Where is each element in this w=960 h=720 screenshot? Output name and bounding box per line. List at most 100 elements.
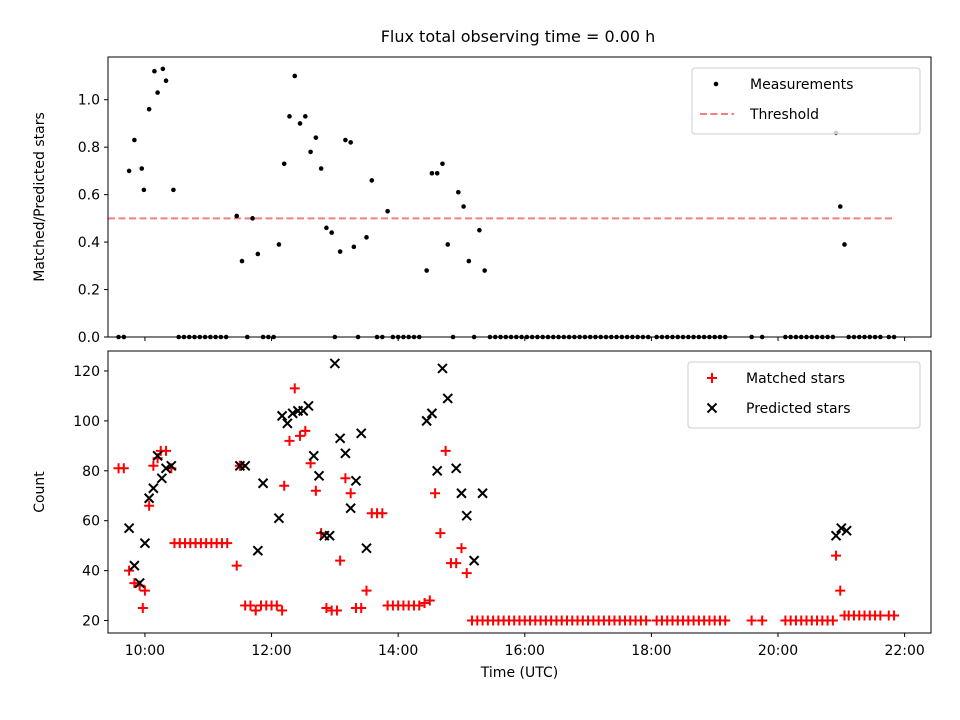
data-point	[329, 230, 334, 235]
data-point	[160, 463, 172, 474]
data-point	[139, 166, 145, 171]
data-point	[831, 550, 842, 561]
x-tick-label: 16:00	[505, 643, 545, 659]
data-point	[132, 137, 137, 143]
legend-box	[691, 67, 921, 135]
data-point	[271, 600, 282, 611]
data-point	[414, 600, 425, 611]
y-tick-label: 0.0	[78, 330, 100, 346]
y-tick-label: 60	[82, 514, 100, 530]
y-tick-label: 120	[73, 364, 100, 380]
data-point	[468, 555, 480, 566]
axes-frame	[107, 350, 932, 634]
data-point	[231, 560, 242, 571]
legend-label: Threshold	[749, 107, 819, 123]
y-tick-label: 1.0	[78, 93, 100, 109]
data-point	[281, 161, 287, 167]
data-point	[440, 161, 445, 167]
y-tick-label: 80	[82, 464, 100, 480]
figure-title: Flux total observing time = 0.00 h	[381, 27, 656, 46]
data-point	[308, 149, 313, 155]
count-panel: 20 40 60 80 100 120 10:00 12:00 14:00 16:00 18:00 2…	[32, 350, 932, 681]
data-point	[757, 615, 768, 626]
y-tick-label: 0.2	[78, 283, 100, 299]
data-point	[239, 258, 245, 264]
data-point	[123, 522, 135, 534]
legend-plus-icon	[707, 373, 717, 383]
legend-x-icon	[706, 402, 718, 414]
data-point	[329, 358, 341, 369]
data-point	[450, 463, 462, 474]
data-point	[466, 258, 472, 264]
x-tick-label: 12:00	[251, 643, 291, 659]
data-point	[277, 605, 288, 616]
data-point	[340, 448, 351, 459]
data-point	[442, 393, 453, 404]
data-point	[148, 460, 159, 471]
data-point	[343, 137, 348, 143]
data-point	[297, 121, 303, 126]
data-point	[282, 418, 293, 429]
data-point	[126, 168, 132, 174]
ratio-panel: 0.0 0.2 0.4 0.6 0.8 1.0 Matched/Predicted star…	[32, 56, 932, 346]
data-point	[875, 610, 886, 621]
data-point	[351, 244, 357, 250]
data-point	[303, 400, 314, 412]
data-point	[437, 363, 448, 374]
data-point	[146, 106, 152, 112]
legend-box	[687, 361, 921, 429]
data-point	[152, 450, 163, 462]
data-point	[456, 488, 467, 499]
data-point	[421, 415, 432, 427]
data-point	[337, 249, 343, 254]
data-point	[345, 488, 356, 499]
data-point	[156, 473, 168, 484]
x-tick-label: 22:00	[884, 643, 924, 659]
y-axis-label: Matched/Predicted stars	[32, 112, 48, 282]
data-point	[356, 428, 367, 439]
data-point	[148, 483, 159, 494]
data-point	[385, 208, 390, 214]
data-point	[461, 568, 472, 579]
data-point	[361, 585, 372, 596]
data-point	[250, 605, 261, 616]
series-matched-stars	[113, 383, 900, 626]
data-point	[830, 530, 842, 541]
y-tick-label: 20	[82, 614, 100, 630]
y-tick-label: 0.6	[78, 188, 100, 204]
data-point	[430, 488, 441, 499]
data-point	[445, 242, 451, 247]
legend-label: Predicted stars	[746, 401, 851, 417]
data-point	[279, 480, 290, 491]
data-point	[435, 528, 446, 539]
data-point	[171, 187, 176, 193]
data-point	[424, 595, 435, 606]
data-point	[124, 565, 135, 576]
data-point	[245, 600, 256, 611]
axes-frame	[107, 56, 932, 338]
x-tick-label: 14:00	[378, 643, 418, 659]
data-point	[364, 235, 369, 240]
data-point	[155, 90, 160, 95]
data-point	[144, 500, 155, 511]
y-axis-label: Count	[32, 471, 48, 513]
data-point	[295, 430, 306, 441]
legend: Matched stars Predicted stars	[687, 361, 921, 429]
data-point	[139, 537, 151, 549]
data-point	[250, 216, 255, 221]
y-tick-label: 0.8	[78, 140, 100, 156]
data-point	[129, 560, 140, 571]
data-point	[835, 585, 846, 596]
data-point	[152, 68, 157, 74]
data-point	[419, 598, 430, 609]
data-point	[477, 227, 482, 233]
data-point	[273, 512, 285, 524]
data-point	[324, 225, 329, 231]
data-point	[377, 508, 388, 519]
data-point	[313, 470, 325, 481]
data-point	[287, 114, 292, 119]
y-tick-label: 0.4	[78, 235, 100, 251]
data-point	[160, 66, 166, 72]
data-point	[134, 577, 145, 589]
